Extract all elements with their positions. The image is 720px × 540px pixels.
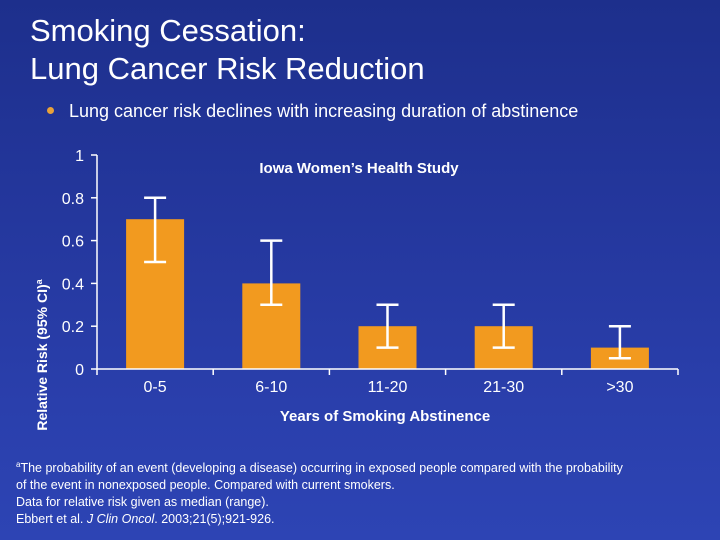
title-line-1: Smoking Cessation: <box>30 13 306 48</box>
y-tick-label: 0.2 <box>62 319 84 336</box>
error-bar <box>260 239 283 307</box>
y-tick-label: 0.4 <box>62 276 84 293</box>
x-tick-label: 6-10 <box>255 379 287 396</box>
relative-risk-bar-chart: Iowa Women’s Health Study Relative Risk … <box>34 148 679 431</box>
footnote-line-1: aThe probability of an event (developing… <box>16 456 706 477</box>
bullet-text: Lung cancer risk declines with increasin… <box>69 101 579 121</box>
error-bar <box>376 303 399 349</box>
footnote: aThe probability of an event (developing… <box>16 456 706 528</box>
bullet-dot-icon <box>47 107 54 114</box>
title-line-2: Lung Cancer Risk Reduction <box>30 51 425 86</box>
footnote-line-2: of the event in nonexposed people. Compa… <box>16 478 395 493</box>
x-tick-label: 11-20 <box>368 379 408 396</box>
y-tick-label: 0.8 <box>62 191 84 208</box>
x-tick-label: 21-30 <box>483 379 524 396</box>
y-axis-label-text: Relative Risk (95% CI) <box>34 284 50 430</box>
footnote-line-1-text: The probability of an event (developing … <box>20 461 623 476</box>
footnote-superscript: a <box>16 460 21 469</box>
y-tick-label: 0.6 <box>62 234 84 251</box>
error-bar <box>608 324 631 360</box>
error-bar <box>144 196 167 264</box>
reference-authors: Ebbert et al. <box>16 512 87 527</box>
chart-title: Iowa Women’s Health Study <box>259 160 459 177</box>
y-axis-label: Relative Risk (95% CI)a <box>34 278 50 430</box>
x-tick-label: 0-5 <box>144 379 167 396</box>
bullet-point: Lung cancer risk declines with increasin… <box>47 101 578 122</box>
y-axis-label-superscript: a <box>34 278 44 284</box>
y-axis: 0 0.2 0.4 0.6 0.8 1 <box>62 148 98 379</box>
footnote-line-3: Data for relative risk given as median (… <box>16 495 269 510</box>
slide-title: Smoking Cessation: Lung Cancer Risk Redu… <box>30 12 425 88</box>
x-axis: 0-5 6-10 11-20 21-30 >30 <box>96 368 679 396</box>
reference-journal: J Clin Oncol <box>86 512 155 527</box>
error-bars <box>144 196 631 360</box>
x-axis-label: Years of Smoking Abstinence <box>280 408 490 425</box>
reference-details: . 2003;21(5);921-926. <box>154 512 275 527</box>
y-tick-label: 0 <box>75 362 84 379</box>
error-bar <box>492 303 515 349</box>
y-tick-label: 1 <box>75 148 84 165</box>
footnote-reference: Ebbert et al. J Clin Oncol. 2003;21(5);9… <box>16 511 706 528</box>
x-tick-label: >30 <box>606 379 633 396</box>
